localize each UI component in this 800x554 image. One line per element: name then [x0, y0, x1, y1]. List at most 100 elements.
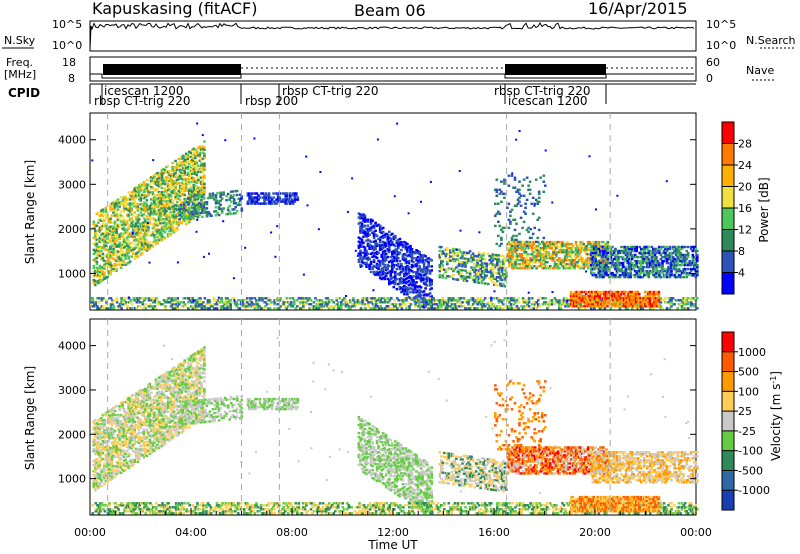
cell-694	[148, 217, 152, 220]
cell-35	[95, 274, 99, 278]
cell-4492	[418, 303, 422, 306]
cell-2527	[473, 274, 476, 278]
cell-2075	[397, 246, 400, 250]
cell-1017	[172, 220, 176, 224]
cell-2045	[394, 276, 397, 280]
cell-350	[121, 253, 124, 256]
cell-2792	[521, 242, 525, 246]
cell-4194	[252, 305, 255, 308]
cell-2248	[416, 286, 420, 289]
cell-1517	[208, 212, 212, 216]
cell-1279	[192, 187, 196, 191]
cell-4912	[661, 307, 664, 310]
cell-54	[97, 279, 100, 283]
cell-1192	[184, 156, 188, 159]
cell-4389	[362, 297, 366, 300]
cell-1461	[187, 196, 191, 200]
cell-3660	[655, 255, 658, 259]
cell-190	[107, 228, 111, 231]
cell-2534	[474, 273, 478, 276]
cell-2668	[500, 284, 504, 288]
cell-3515	[632, 255, 635, 259]
cell-3011	[562, 257, 566, 260]
cell-1975	[386, 271, 389, 275]
cell-3533	[635, 255, 638, 259]
cell-2030	[392, 279, 396, 283]
cell-1639	[261, 192, 265, 195]
cell-482	[131, 214, 135, 217]
cell-2037	[392, 251, 396, 255]
cell-2814	[526, 259, 529, 262]
cell-993	[171, 226, 174, 229]
cell-2601	[488, 277, 491, 280]
cell-4091	[199, 305, 202, 308]
cell-1669	[275, 192, 278, 195]
cell-1566	[228, 204, 231, 208]
cell-2337	[425, 268, 429, 271]
cell-278	[115, 253, 118, 256]
cell-2905	[543, 259, 546, 262]
cell-2447	[455, 258, 458, 261]
cell-1896	[377, 251, 380, 255]
cell-2622	[491, 263, 495, 266]
cell-740	[153, 236, 156, 239]
cell-3067	[571, 246, 575, 250]
cell-356	[121, 235, 124, 238]
cell-3768	[673, 245, 676, 249]
cell-1876	[374, 223, 377, 226]
cell-3270	[591, 247, 595, 251]
cell-2583	[482, 252, 485, 255]
cell-2679	[502, 266, 505, 270]
cell-1341	[195, 149, 199, 152]
cell-2648	[496, 260, 499, 263]
cell-4108	[208, 307, 211, 310]
cell-3435	[620, 263, 623, 267]
cell-374	[122, 222, 126, 225]
cell-3002	[561, 248, 564, 252]
cell-4133	[221, 307, 225, 310]
cell-3958	[121, 301, 125, 304]
cell-302	[116, 256, 120, 259]
cell-2231	[415, 291, 418, 294]
cell-3819	[680, 245, 684, 249]
cell-3942	[112, 307, 116, 310]
cell-1034	[174, 215, 177, 219]
cell-1759	[360, 216, 364, 219]
cell-2886	[540, 261, 543, 264]
cell-3620	[650, 265, 654, 269]
cell-612	[142, 229, 146, 232]
cell-3439	[620, 245, 623, 249]
freq-block-2	[505, 64, 606, 75]
cell-1946	[381, 230, 385, 234]
cell-3320	[600, 267, 604, 271]
cell-892	[163, 213, 167, 216]
cell-2311	[422, 262, 426, 265]
cell-2287	[421, 305, 424, 308]
cell-347	[121, 263, 124, 266]
cell-4114	[212, 307, 216, 310]
cell-4603	[476, 297, 479, 300]
cell-2545	[476, 263, 479, 266]
cell-3372	[609, 261, 613, 265]
cell-3859	[689, 267, 693, 271]
cell-2371	[430, 287, 433, 290]
cell-4344	[336, 301, 340, 304]
sky-panel: N.Sky 10^5 10^0 10^5 10^0 N.Search	[2, 18, 796, 52]
cell-861	[160, 182, 164, 186]
cell-2695	[505, 273, 508, 276]
cell-355	[121, 241, 124, 244]
cell-2162	[406, 246, 409, 250]
cell-3654	[655, 267, 658, 271]
cell-3306	[597, 247, 601, 251]
cell-3276	[593, 261, 596, 265]
cell-419	[125, 198, 129, 201]
cell-67	[97, 211, 100, 214]
cell-3290	[594, 247, 598, 251]
cell-4298	[312, 301, 316, 304]
cell-4044	[173, 307, 176, 310]
cell-2092	[398, 241, 402, 245]
cell-3581	[643, 249, 646, 253]
cell-1987	[388, 282, 391, 286]
cell-596	[141, 226, 144, 229]
cell-2749	[514, 244, 517, 248]
